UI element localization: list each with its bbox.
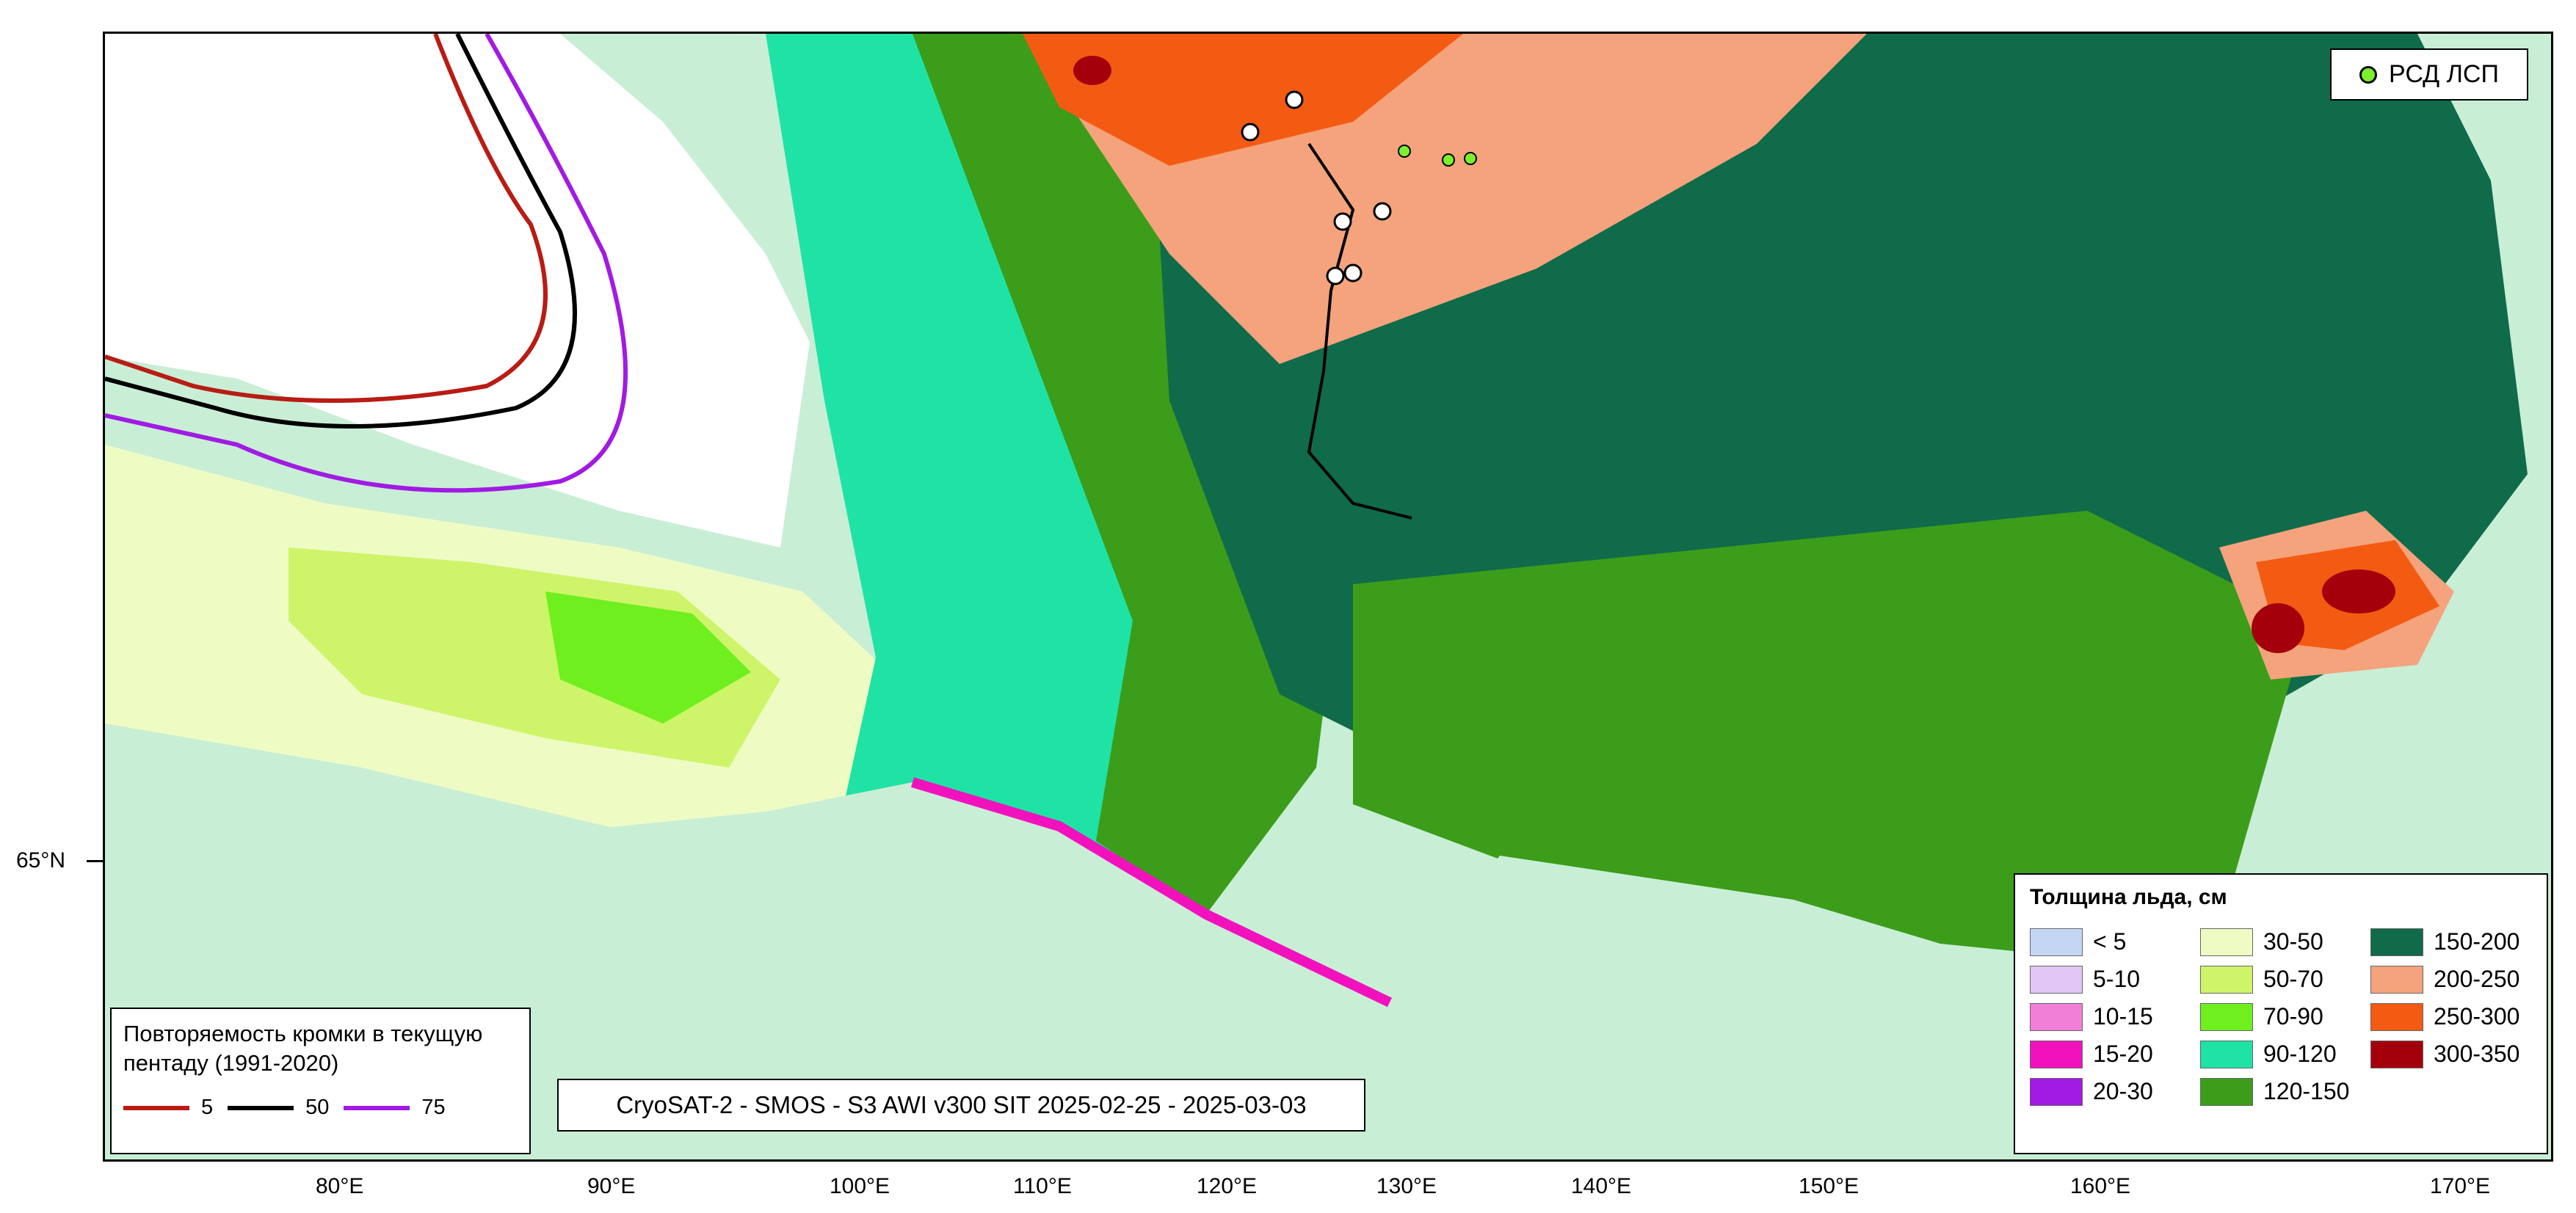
legend-label: 150-200 [2434, 928, 2520, 955]
station-legend-label: РСД ЛСП [2389, 60, 2499, 88]
buoy-marker [1333, 212, 1352, 231]
ice-thickness-legend: Толщина льда, см < 5 30-50 150-200 5-10 50-7… [2014, 873, 2548, 1154]
station-drift-track [1307, 142, 1412, 520]
ice-zone-300-350-east-b [2252, 603, 2304, 653]
station-marker [1464, 152, 1477, 165]
ice-zone-70-90 [545, 591, 751, 724]
legend-label: 250-300 [2434, 1003, 2520, 1030]
buoy-marker [1285, 90, 1304, 109]
legend-swatch [2200, 928, 2253, 956]
legend-swatch [2030, 1040, 2083, 1068]
legend-swatch [2370, 965, 2423, 994]
lon-tick-170e: 170°E [2430, 1174, 2491, 1198]
legend-swatch [2030, 928, 2083, 956]
legend-swatch [2200, 1040, 2253, 1068]
edge-legend-label: 5 [201, 1096, 214, 1119]
lon-tick-110e: 110°E [1013, 1174, 1072, 1198]
ice-legend-item: 10-15 [2025, 998, 2196, 1035]
legend-label: 20-30 [2093, 1078, 2153, 1104]
ice-legend-item: 200-250 [2366, 961, 2536, 998]
ice-legend-grid: < 5 30-50 150-200 5-10 50-70 200-250 10-15 70-9… [2025, 923, 2536, 1110]
edge-line-5 [105, 34, 548, 403]
buoy-marker [1326, 266, 1345, 285]
ice-zone-120-150-west [913, 34, 1353, 914]
ice-legend-item: 30-50 [2196, 923, 2366, 961]
legend-swatch [2030, 965, 2083, 994]
legend-swatch [2030, 1077, 2083, 1106]
product-caption: CryoSAT-2 - SMOS - S3 AWI v300 SIT 2025-… [557, 1079, 1365, 1132]
ice-legend-item: 300-350 [2366, 1035, 2536, 1073]
edge-line-sample [123, 1105, 189, 1110]
legend-swatch [2200, 965, 2253, 994]
buoy-marker [1373, 202, 1392, 221]
edge-line-75 [105, 34, 628, 493]
green-circle-icon [2359, 65, 2378, 84]
station-legend: РСД ЛСП [2330, 48, 2528, 101]
legend-swatch [2370, 1002, 2423, 1031]
edge-line-50 [105, 34, 577, 429]
edge-line-sample [228, 1105, 294, 1110]
lon-tick-150e: 150°E [1799, 1174, 1860, 1198]
station-marker [1442, 153, 1455, 167]
legend-label: 15-20 [2093, 1041, 2153, 1067]
legend-label: 50-70 [2263, 966, 2323, 992]
ice-zone-90-120 [766, 34, 1243, 878]
ice-zone-300-350-north [1073, 56, 1111, 85]
ice-legend-item: 120-150 [2196, 1073, 2366, 1110]
legend-label: 90-120 [2263, 1041, 2337, 1067]
lat-tick-mark [87, 860, 103, 862]
edge-legend-title: Повторяемость кромки в текущую пентаду (… [123, 1021, 483, 1076]
edge-legend-label: 75 [421, 1096, 446, 1119]
edge-legend-items: 5 50 75 [123, 1096, 518, 1120]
ice-legend-item: 70-90 [2196, 998, 2366, 1035]
ice-thickness-field [105, 34, 2551, 1159]
land-siberia [105, 782, 2551, 1159]
ice-zone-120-150-central [1353, 511, 2307, 951]
legend-swatch [2200, 1077, 2253, 1106]
legend-label: 30-50 [2263, 928, 2323, 955]
lon-tick-120e: 120°E [1197, 1174, 1258, 1198]
edge-legend-item: 5 [123, 1096, 213, 1120]
legend-swatch [2370, 928, 2423, 956]
ice-legend-item: 15-20 [2025, 1035, 2196, 1073]
ice-legend-title: Толщина льда, см [2030, 885, 2227, 909]
ice-legend-item: 5-10 [2025, 961, 2196, 998]
ice-legend-item: 90-120 [2196, 1035, 2366, 1073]
ice-zone-15-20-coast [910, 777, 1393, 1008]
sea-ice-map [103, 32, 2553, 1162]
edge-legend-item: 75 [344, 1096, 446, 1120]
legend-label: 200-250 [2434, 966, 2520, 992]
lon-tick-80e: 80°E [316, 1174, 364, 1198]
edge-legend-label: 50 [305, 1096, 330, 1119]
ice-zone-250-300 [1023, 34, 1463, 166]
lon-tick-90e: 90°E [587, 1174, 636, 1198]
buoy-marker [1343, 263, 1363, 283]
edge-legend-item: 50 [228, 1096, 329, 1120]
edge-recurrence-legend: Повторяемость кромки в текущую пентаду (… [110, 1008, 531, 1154]
ice-legend-item: < 5 [2025, 923, 2196, 961]
legend-label: 10-15 [2093, 1003, 2153, 1030]
legend-label: 120-150 [2263, 1078, 2350, 1104]
edge-line-sample [344, 1105, 410, 1110]
legend-swatch [2200, 1002, 2253, 1031]
legend-label: 300-350 [2434, 1041, 2520, 1067]
buoy-marker [1241, 123, 1260, 142]
ice-legend-item: 150-200 [2366, 923, 2536, 961]
legend-swatch [2030, 1002, 2083, 1031]
legend-label: 70-90 [2263, 1003, 2323, 1030]
open-water-area [105, 34, 810, 547]
lon-tick-140e: 140°E [1571, 1174, 1632, 1198]
ice-zone-300-350-east-a [2322, 569, 2395, 613]
lon-tick-130e: 130°E [1376, 1174, 1437, 1198]
lon-tick-100e: 100°E [830, 1174, 890, 1198]
lat-tick-65n: 65°N [16, 848, 66, 873]
ice-legend-item: 20-30 [2025, 1073, 2196, 1110]
legend-swatch [2370, 1040, 2423, 1068]
legend-label: 5-10 [2093, 966, 2141, 992]
lon-tick-160e: 160°E [2070, 1174, 2131, 1198]
ice-legend-item: 50-70 [2196, 961, 2366, 998]
ice-legend-item: 250-300 [2366, 998, 2536, 1035]
station-marker [1398, 145, 1411, 158]
legend-label: < 5 [2093, 928, 2127, 955]
